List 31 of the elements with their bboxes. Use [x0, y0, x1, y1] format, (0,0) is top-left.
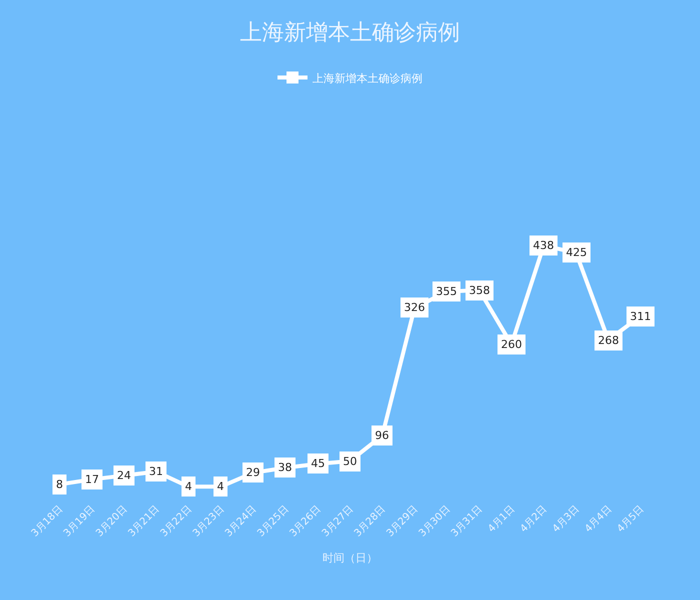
data-label: 4	[185, 480, 192, 493]
x-tick-label: 4月4日	[583, 504, 614, 535]
data-label: 96	[375, 429, 389, 442]
x-tick-label: 3月28日	[352, 504, 388, 540]
chart-title: 上海新增本土确诊病例	[240, 20, 460, 46]
data-label: 311	[630, 310, 651, 323]
data-label: 29	[246, 466, 260, 479]
data-label: 8	[56, 478, 63, 491]
data-label: 268	[598, 334, 619, 347]
data-label: 45	[311, 457, 325, 470]
data-label: 425	[566, 246, 587, 259]
x-axis-title: 时间（日）	[322, 552, 378, 564]
data-label: 24	[117, 469, 131, 482]
data-label: 438	[533, 239, 554, 252]
x-tick-label: 4月5日	[615, 504, 646, 535]
data-label: 260	[501, 338, 522, 351]
data-label: 358	[469, 284, 490, 297]
x-tick-label: 4月2日	[518, 504, 550, 535]
x-tick-label: 3月21日	[126, 504, 162, 540]
data-label: 31	[149, 465, 163, 478]
legend-label: 上海新增本土确诊病例	[312, 72, 422, 85]
data-label: 326	[404, 301, 425, 314]
x-tick-label: 3月26日	[288, 504, 324, 540]
data-label: 4	[217, 480, 224, 493]
data-label: 50	[343, 455, 357, 468]
data-label: 355	[436, 285, 457, 298]
x-tick-label: 3月23日	[191, 504, 226, 540]
x-tick-label: 4月3日	[550, 504, 582, 535]
data-label: 38	[278, 461, 292, 474]
x-tick-label: 4月1日	[486, 504, 518, 535]
data-label: 17	[85, 473, 99, 486]
